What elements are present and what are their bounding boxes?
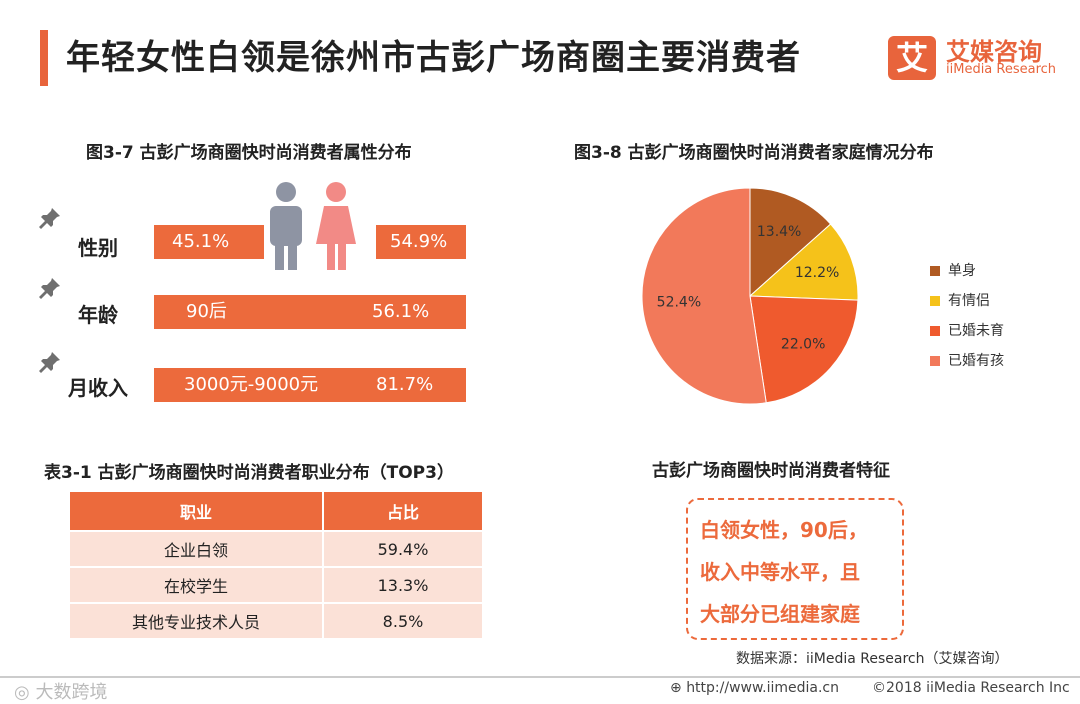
pie-chart-title: 图3-8 古彭广场商圈快时尚消费者家庭情况分布 (574, 143, 934, 163)
female-pct-bar: 54.9% (376, 225, 466, 259)
watermark-text: 大数跨境 (35, 682, 108, 703)
legend-item: 已婚有孩 (930, 350, 1004, 370)
footer-copyright: ©2018 iiMedia Research Inc (872, 680, 1070, 696)
pie-slice-0 (749, 187, 832, 298)
legend-swatch (930, 326, 940, 336)
male-figure-icon (266, 182, 306, 276)
watermark: ◎ 大数跨境 (14, 678, 107, 704)
table-header-row: 职业 占比 (70, 492, 482, 530)
feature-line: 白领女性，90后， (700, 518, 868, 542)
female-figure-icon (314, 182, 358, 276)
table-header-occupation: 职业 (70, 492, 324, 530)
legend-label: 已婚有孩 (948, 353, 1004, 369)
table-cell-share: 59.4% (324, 532, 482, 566)
pie-data-label: 13.4% (757, 224, 801, 240)
legend-label: 有情侣 (948, 293, 990, 309)
legend-swatch (930, 296, 940, 306)
occupation-table: 职业 占比 企业白领 59.4% 在校学生 13.3% 其他专业技术人员 8.5… (70, 490, 482, 640)
age-bar: 90后 56.1% (154, 295, 466, 329)
pie-slice-2 (749, 295, 859, 404)
occupation-title: 表3-1 古彭广场商圈快时尚消费者职业分布（TOP3） (44, 463, 454, 483)
age-label: 年龄 (78, 303, 118, 327)
data-source: 数据来源：iiMedia Research（艾媒咨询） (736, 651, 1009, 667)
income-value: 3000元-9000元 (184, 374, 319, 395)
table-cell-share: 13.3% (324, 568, 482, 602)
legend-item: 单身 (930, 260, 1004, 280)
pie-slice-3 (641, 187, 767, 405)
logo-mark: 艾 (888, 36, 936, 80)
pin-icon (38, 276, 62, 305)
table-row: 其他专业技术人员 8.5% (70, 604, 482, 638)
pie-data-label: 12.2% (795, 265, 839, 281)
page-title: 年轻女性白领是徐州市古彭广场商圈主要消费者 (66, 38, 801, 78)
legend-item: 已婚未育 (930, 320, 1004, 340)
table-cell-share: 8.5% (324, 604, 482, 638)
pin-icon (38, 350, 62, 379)
features-title: 古彭广场商圈快时尚消费者特征 (652, 461, 890, 481)
attributes-title: 图3-7 古彭广场商圈快时尚消费者属性分布 (86, 143, 412, 163)
pin-icon (38, 206, 62, 235)
legend-label: 已婚未育 (948, 323, 1004, 339)
footer-url-text: http://www.iimedia.cn (686, 680, 839, 696)
income-pct: 81.7% (376, 374, 434, 395)
table-cell-occupation: 其他专业技术人员 (70, 604, 324, 638)
pie-slice-1 (748, 223, 859, 301)
legend-swatch (930, 356, 940, 366)
table-cell-occupation: 企业白领 (70, 532, 324, 566)
age-pct: 56.1% (372, 301, 430, 322)
feature-line: 大部分已组建家庭 (700, 602, 860, 626)
legend-swatch (930, 266, 940, 276)
pie-data-label: 52.4% (657, 294, 701, 310)
legend-label: 单身 (948, 263, 976, 279)
feature-line: 收入中等水平，且 (700, 560, 860, 584)
table-row: 企业白领 59.4% (70, 532, 482, 566)
table-row: 在校学生 13.3% (70, 568, 482, 602)
pie-legend: 单身有情侣已婚未育已婚有孩 (930, 260, 1004, 380)
footer-url[interactable]: ⊕ http://www.iimedia.cn (670, 680, 839, 696)
logo-name-en: iiMedia Research (946, 62, 1057, 77)
female-pct: 54.9% (390, 231, 448, 252)
pie-data-label: 22.0% (781, 336, 825, 352)
title-accent-bar (40, 30, 48, 86)
pie-chart: 13.4% 12.2% 22.0% 52.4% (641, 187, 859, 405)
logo-name-cn: 艾媒咨询 (946, 38, 1042, 66)
table-header-share: 占比 (324, 492, 482, 530)
male-pct-bar: 45.1% (154, 225, 264, 259)
occupation-table-wrap: 职业 占比 企业白领 59.4% 在校学生 13.3% 其他专业技术人员 8.5… (70, 490, 482, 640)
male-pct: 45.1% (172, 231, 230, 252)
legend-item: 有情侣 (930, 290, 1004, 310)
watermark-icon: ◎ (14, 682, 30, 703)
age-value: 90后 (186, 301, 227, 322)
footer-divider (0, 676, 1080, 678)
income-label: 月收入 (68, 376, 128, 400)
features-box (686, 498, 904, 640)
globe-icon: ⊕ (670, 680, 682, 696)
table-cell-occupation: 在校学生 (70, 568, 324, 602)
income-bar: 3000元-9000元 81.7% (154, 368, 466, 402)
gender-label: 性别 (78, 236, 118, 260)
